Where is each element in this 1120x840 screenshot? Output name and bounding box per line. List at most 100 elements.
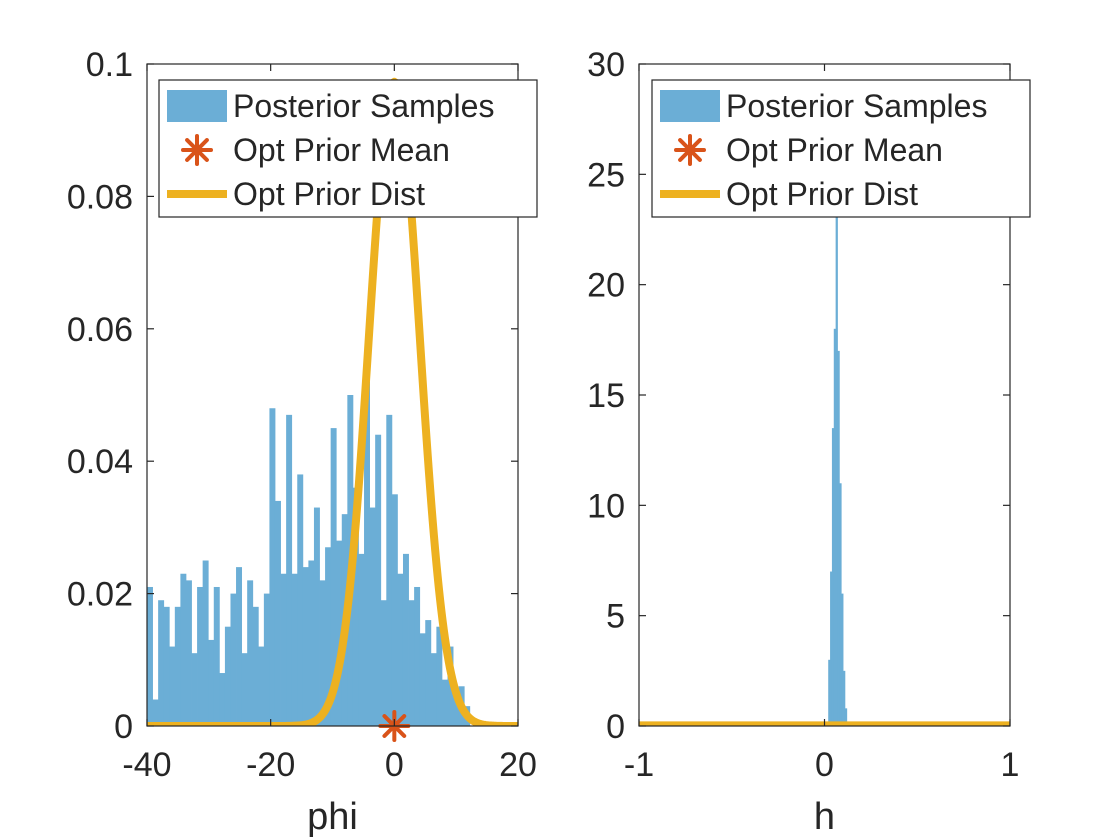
- histogram-bar: [191, 653, 198, 726]
- y-tick-label: 0.1: [86, 46, 133, 84]
- histogram-bar: [330, 428, 337, 726]
- y-tick-label: 0.04: [67, 443, 133, 481]
- histogram-bar: [286, 414, 293, 726]
- histogram-bar: [224, 626, 231, 726]
- histogram-bar: [291, 573, 298, 726]
- x-axis-label: h: [814, 796, 835, 838]
- x-axis-label: phi: [307, 796, 358, 838]
- histogram-bar: [302, 567, 309, 726]
- histogram-bar: [152, 699, 159, 726]
- histogram-bar: [213, 586, 220, 726]
- histogram-bar: [252, 606, 259, 726]
- histogram-bar: [174, 606, 181, 726]
- histogram-bar: [241, 653, 248, 726]
- histogram-bar: [386, 414, 393, 726]
- histogram-bar: [828, 659, 831, 726]
- histogram-bar: [453, 692, 460, 726]
- legend-label: Opt Prior Mean: [233, 132, 450, 168]
- histogram-bar: [436, 626, 443, 726]
- histogram-bar: [830, 571, 833, 726]
- axes-box: [146, 63, 519, 727]
- histogram-bar: [325, 547, 332, 726]
- y-tick-label: 25: [587, 156, 625, 194]
- y-tick-label: 5: [606, 598, 625, 636]
- histogram-bar: [358, 553, 365, 726]
- histogram-bar: [197, 586, 204, 726]
- legend-swatch-asterisk: [181, 134, 213, 166]
- histogram-bar: [843, 670, 846, 726]
- legend-swatch-asterisk: [674, 134, 706, 166]
- histogram-series: [828, 185, 848, 726]
- histogram-bar: [441, 679, 448, 726]
- y-tick-label: 20: [587, 267, 625, 305]
- x-tick-label: -40: [122, 746, 171, 784]
- y-tick-label: 0.02: [67, 576, 133, 614]
- x-tick-label: 0: [385, 746, 404, 784]
- histogram-bar: [419, 633, 426, 726]
- x-tick-label: 1: [1001, 746, 1020, 784]
- x-tick-label: -20: [246, 746, 295, 784]
- legend: Posterior Samples Opt Prior Mean Opt Prior…: [651, 79, 1031, 218]
- histogram-bar: [313, 507, 320, 726]
- histogram-bar: [364, 381, 370, 726]
- prior-dist-line: [147, 77, 518, 726]
- histogram-bar: [831, 428, 835, 726]
- plot-content: [147, 77, 518, 726]
- y-tick-label: 10: [587, 487, 625, 525]
- legend-label: Opt Prior Mean: [726, 132, 943, 168]
- x-tick-label: 0: [815, 746, 834, 784]
- legend-label: Posterior Samples: [726, 88, 987, 124]
- histogram-bar: [430, 653, 437, 726]
- y-tick-label: 0.06: [67, 311, 133, 349]
- y-tick-label: 15: [587, 377, 625, 415]
- legend: Posterior Samples Opt Prior Mean Opt Prior…: [158, 79, 538, 218]
- plot-content: [639, 185, 1010, 726]
- histogram-bar: [236, 567, 243, 726]
- y-tick-label: 30: [587, 46, 625, 84]
- histogram-bar: [319, 580, 326, 726]
- histogram-bar: [163, 606, 170, 726]
- histogram-bar: [219, 673, 226, 726]
- histogram-bar: [258, 646, 265, 726]
- y-tick-label: 0: [114, 708, 133, 746]
- phi-subplot: -40 -20 0 20 0 0.02 0.04 0.06 0.08 0.1 phi Posterio…: [67, 46, 538, 838]
- x-tick-label: -1: [624, 746, 654, 784]
- legend-label: Opt Prior Dist: [233, 176, 425, 212]
- histogram-bar: [833, 328, 837, 726]
- y-tick-label: 0: [606, 708, 625, 746]
- histogram-bar: [230, 593, 237, 726]
- histogram-bar: [397, 573, 404, 726]
- histogram-bar: [263, 593, 270, 726]
- histogram-bar: [247, 580, 254, 726]
- histogram-bar: [352, 487, 359, 726]
- histogram-bar: [844, 708, 848, 726]
- histogram-bar: [375, 434, 382, 726]
- histogram-bar: [297, 474, 304, 726]
- histogram-bar: [391, 494, 398, 726]
- legend-label: Opt Prior Dist: [726, 176, 918, 212]
- histogram-bar: [835, 185, 838, 726]
- legend-label: Posterior Samples: [233, 88, 494, 124]
- histogram-bar: [425, 620, 432, 726]
- histogram-bar: [402, 553, 409, 726]
- histogram-bar: [180, 573, 187, 726]
- histogram-bar: [336, 540, 343, 726]
- histogram-bar: [208, 639, 215, 726]
- histogram-bar: [408, 600, 415, 726]
- histogram-bar: [169, 646, 176, 726]
- histogram-bar: [202, 560, 209, 726]
- histogram-bar: [380, 600, 387, 726]
- legend-swatch-histogram: [660, 90, 720, 122]
- histogram-bar: [147, 586, 153, 726]
- histogram-bar: [308, 560, 315, 726]
- histogram-bar: [158, 600, 165, 726]
- x-tick-label: 20: [499, 746, 537, 784]
- histogram-bar: [369, 507, 376, 726]
- histogram-bar: [839, 483, 842, 726]
- legend-swatch-histogram: [167, 90, 227, 122]
- histogram-bar: [185, 580, 192, 726]
- histogram-bar: [269, 408, 276, 726]
- y-tick-label: 0.08: [67, 178, 133, 216]
- histogram-bar: [280, 573, 287, 726]
